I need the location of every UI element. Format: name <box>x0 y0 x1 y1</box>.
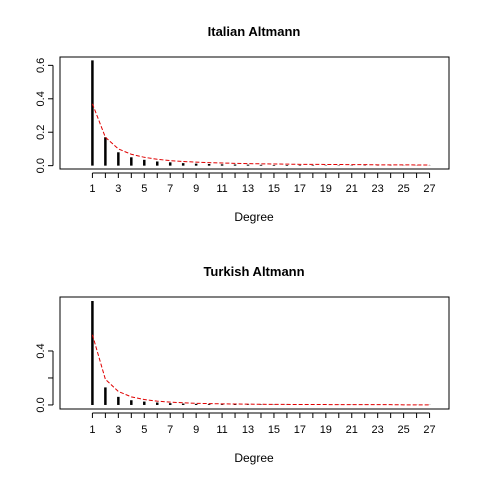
y-tick-label: 0.4 <box>35 343 47 358</box>
panel-title: Italian Altmann <box>208 24 301 39</box>
y-axis: 0.0 0.2 0.4 0.6 <box>35 58 54 173</box>
x-tick-label: 25 <box>397 183 409 195</box>
x-tick-label: 7 <box>167 183 173 195</box>
italian-altmann-panel: Italian Altmann 1 3 5 7 9 11 13 15 17 19 21 23 25 27 … <box>35 24 450 224</box>
x-tick-label: 25 <box>397 424 409 436</box>
x-axis: 1 3 5 7 9 11 13 15 17 19 21 23 25 27 <box>89 412 436 436</box>
x-tick-label: 7 <box>167 424 173 436</box>
fitted-curve-line <box>91 334 430 406</box>
x-tick-label: 17 <box>294 424 306 436</box>
y-tick-label: 0.2 <box>35 125 47 140</box>
fitted-curve-line <box>91 103 430 166</box>
x-tick-label: 1 <box>89 424 95 436</box>
x-tick-label: 21 <box>346 183 358 195</box>
x-tick-label: 21 <box>346 424 358 436</box>
x-axis-label: Degree <box>234 210 274 224</box>
x-tick-label: 9 <box>193 424 199 436</box>
bars <box>91 301 431 405</box>
x-tick-label: 9 <box>193 183 199 195</box>
x-tick-label: 19 <box>320 424 332 436</box>
fitted-curve <box>91 103 430 166</box>
x-tick-label: 27 <box>423 183 435 195</box>
x-tick-label: 19 <box>320 183 332 195</box>
plot-frame <box>59 296 450 410</box>
y-axis: 0.0 0.4 <box>35 343 54 413</box>
x-tick-label: 27 <box>423 424 435 436</box>
bars <box>91 60 431 166</box>
x-tick-label: 17 <box>294 183 306 195</box>
x-tick-label: 1 <box>89 183 95 195</box>
x-tick-label: 23 <box>372 183 384 195</box>
x-tick-label: 15 <box>268 183 280 195</box>
x-tick-label: 15 <box>268 424 280 436</box>
fitted-curve <box>91 334 430 406</box>
x-tick-label: 13 <box>242 183 254 195</box>
x-tick-label: 5 <box>141 424 147 436</box>
x-axis-label: Degree <box>234 451 274 465</box>
x-tick-label: 11 <box>216 424 227 436</box>
x-axis: 1 3 5 7 9 11 13 15 17 19 21 23 25 27 <box>89 172 436 195</box>
x-tick-label: 5 <box>141 183 147 195</box>
y-tick-label: 0.6 <box>35 58 47 73</box>
plot-frame <box>59 56 450 170</box>
x-tick-label: 13 <box>242 424 254 436</box>
y-tick-label: 0.0 <box>35 397 47 412</box>
x-tick-label: 3 <box>115 183 121 195</box>
panel-title: Turkish Altmann <box>203 264 304 279</box>
x-tick-label: 23 <box>372 424 384 436</box>
turkish-altmann-panel: Turkish Altmann 1 3 5 7 9 11 13 15 17 19 21 23 25 27 … <box>35 264 450 465</box>
y-tick-label: 0.4 <box>35 91 47 106</box>
x-tick-label: 3 <box>115 424 121 436</box>
x-tick-label: 11 <box>216 183 227 195</box>
y-tick-label: 0.0 <box>35 158 47 173</box>
